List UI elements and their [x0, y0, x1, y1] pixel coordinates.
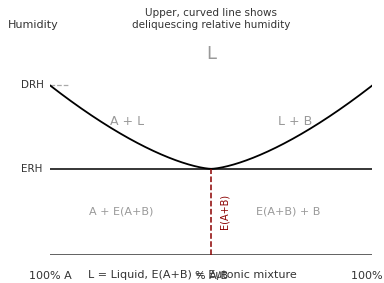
Text: L + B: L + B: [278, 115, 312, 128]
Text: Upper, curved line shows
deliquescing relative humidity: Upper, curved line shows deliquescing re…: [132, 8, 290, 30]
Text: L = Liquid, E(A+B) = Eutonic mixture: L = Liquid, E(A+B) = Eutonic mixture: [88, 270, 296, 280]
Text: % A/B: % A/B: [195, 271, 228, 281]
Text: E(A+B) + B: E(A+B) + B: [257, 207, 321, 217]
Text: L: L: [206, 45, 216, 63]
Text: Humidity: Humidity: [8, 20, 58, 30]
Text: 100% B: 100% B: [351, 271, 384, 281]
Text: E(A+B): E(A+B): [219, 194, 229, 229]
Text: DRH: DRH: [21, 80, 44, 90]
Text: 100% A: 100% A: [28, 271, 71, 281]
Text: A + L: A + L: [110, 115, 144, 128]
Text: A + E(A+B): A + E(A+B): [89, 207, 153, 217]
Text: ERH: ERH: [21, 164, 42, 174]
